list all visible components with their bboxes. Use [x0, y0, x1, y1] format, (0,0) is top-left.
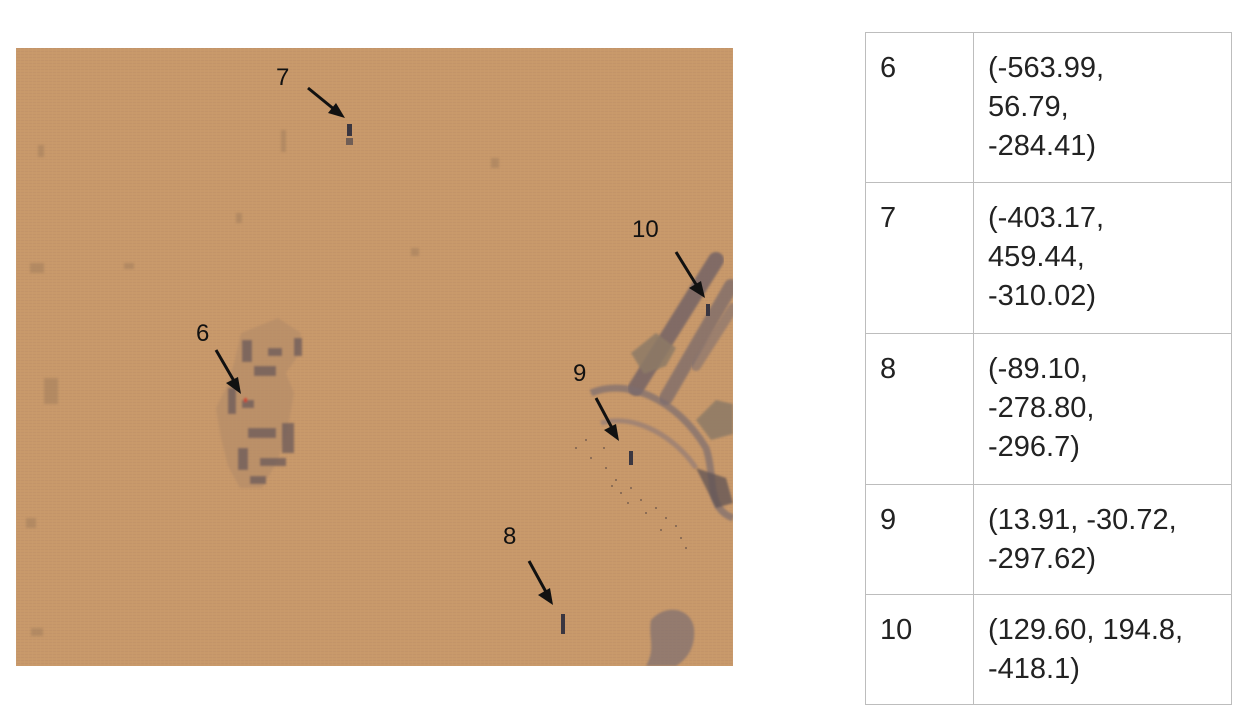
marker-label-7: 7 — [276, 64, 290, 91]
target-id-cell: 8 — [865, 333, 974, 485]
arrow-6 — [214, 349, 236, 382]
arrow-10 — [674, 251, 699, 287]
sonar-seafloor-image — [16, 48, 733, 666]
coordinate-cell: (-563.99, 56.79, -284.41) — [973, 32, 1232, 183]
target-id-cell: 6 — [865, 32, 974, 183]
target-id-cell: 10 — [865, 594, 974, 705]
seafloor-texture — [16, 48, 733, 666]
marker-label-10: 10 — [632, 216, 659, 243]
table-row: 6 (-563.99, 56.79, -284.41) — [865, 32, 1232, 183]
table-row: 8 (-89.10, -278.80, -296.7) — [865, 333, 1232, 485]
coordinate-cell: (-403.17, 459.44, -310.02) — [973, 182, 1232, 334]
coordinate-cell: (-89.10, -278.80, -296.7) — [973, 333, 1232, 485]
arrow-8 — [527, 560, 548, 593]
table-row: 9 (13.91, -30.72, -297.62) — [865, 484, 1232, 595]
marker-label-9: 9 — [573, 360, 587, 387]
target-id-cell: 7 — [865, 182, 974, 334]
coordinate-text: (13.91, -30.72, -297.62) — [988, 504, 1177, 575]
rock-patches — [631, 333, 733, 440]
target-9-scour — [575, 384, 733, 549]
callout-arrows — [214, 86, 705, 605]
coordinate-text: (-403.17, 459.44, -310.02) — [988, 202, 1105, 312]
coordinate-cell: (13.91, -30.72, -297.62) — [973, 484, 1232, 595]
target-6-debris-field — [216, 318, 302, 488]
coordinate-cell: (129.60, 194.8, -418.1) — [973, 594, 1232, 705]
arrow-7 — [307, 86, 336, 112]
arrow-9 — [594, 397, 614, 429]
target-id-cell: 9 — [865, 484, 974, 595]
coordinate-text: (129.60, 194.8, -418.1) — [988, 614, 1184, 685]
target-8-object — [561, 614, 565, 634]
seafloor-features — [16, 48, 733, 666]
marker-label-6: 6 — [196, 320, 210, 347]
bottom-right-feature — [646, 609, 695, 666]
coordinate-text: (-563.99, 56.79, -284.41) — [988, 52, 1105, 162]
target-7-object — [346, 124, 353, 145]
table-row: 7 (-403.17, 459.44, -310.02) — [865, 182, 1232, 334]
table-row: 10 (129.60, 194.8, -418.1) — [865, 594, 1232, 705]
coordinate-text: (-89.10, -278.80, -296.7) — [988, 353, 1095, 463]
marker-label-8: 8 — [503, 523, 517, 550]
target-coordinates-table: 6 (-563.99, 56.79, -284.41) 7 (-403.17, … — [865, 32, 1232, 705]
